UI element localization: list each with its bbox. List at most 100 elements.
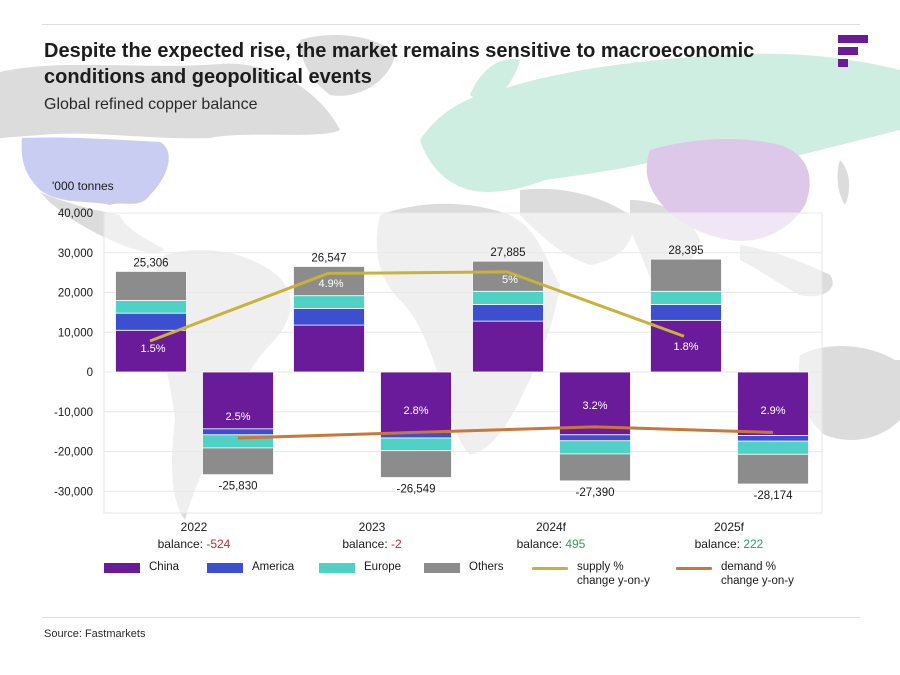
supply-bar-china	[472, 320, 544, 373]
demand-bar-china	[559, 371, 631, 436]
demand-bar-china	[380, 371, 452, 433]
supply-bar-america	[293, 307, 365, 326]
demand-bar-america	[559, 434, 631, 442]
balance-prefix: balance:	[342, 537, 391, 551]
supply-bar-america	[650, 304, 722, 321]
supply-change-label: 1.5%	[140, 343, 165, 355]
map-usa	[21, 137, 169, 205]
legend-item-china: China	[104, 560, 179, 574]
map-scandinavia	[470, 59, 520, 110]
y-tick-label: 40,000	[58, 208, 93, 220]
y-tick-label: 20,000	[58, 288, 93, 300]
demand-bar-europe	[559, 440, 631, 455]
legend-item-others: Others	[424, 560, 504, 574]
demand-total-label: -25,830	[218, 481, 257, 493]
demand-change-line	[237, 425, 774, 440]
x-category-label: 2023	[359, 520, 386, 534]
demand-total-label: -27,390	[575, 487, 614, 499]
supply-change-label: 1.8%	[673, 341, 698, 353]
supply-total-label: 25,306	[133, 257, 168, 269]
legend-swatch-europe	[319, 563, 355, 573]
legend-line-demand	[676, 567, 712, 570]
supply-bar-america	[115, 312, 187, 331]
supply-bar-europe	[472, 290, 544, 305]
chart-legend: China America Europe Others supply % cha…	[104, 560, 864, 600]
demand-bar-others	[559, 453, 631, 482]
supply-change-label: 4.9%	[318, 278, 343, 290]
legend-line-supply	[532, 567, 568, 570]
page-title: Despite the expected rise, the market re…	[44, 40, 755, 88]
balance-prefix: balance:	[517, 537, 566, 551]
legend-item-america: America	[207, 560, 294, 574]
balance-label: balance: -2	[342, 537, 402, 551]
y-tick-label: -10,000	[54, 407, 93, 419]
demand-bar-america	[737, 435, 809, 442]
supply-bar-others	[472, 260, 544, 292]
supply-bar-china	[293, 324, 365, 373]
demand-bar-others	[737, 453, 809, 485]
supply-change-line	[149, 270, 685, 343]
legend-label-demand: demand % change y-on-y	[721, 561, 794, 587]
demand-change-label: 3.2%	[582, 400, 607, 412]
demand-total-label: -28,174	[753, 490, 793, 502]
supply-total-label: 27,885	[490, 247, 525, 259]
supply-bar-europe	[293, 295, 365, 309]
demand-bar-america	[202, 428, 274, 436]
legend-label-others: Others	[469, 561, 504, 573]
legend-swatch-china	[104, 563, 140, 573]
supply-bar-europe	[115, 300, 187, 314]
supply-total-label: 28,395	[668, 245, 703, 257]
y-tick-label: -20,000	[54, 447, 93, 459]
bottom-divider	[42, 617, 860, 618]
demand-total-label: -26,549	[396, 484, 435, 496]
balance-value: -2	[391, 537, 402, 551]
map-greenland	[300, 35, 395, 96]
legend-label-europe: Europe	[364, 561, 402, 573]
source-note: Source: Fastmarkets	[44, 628, 146, 640]
demand-bar-europe	[380, 437, 452, 452]
demand-bar-others	[380, 450, 452, 478]
fastmarkets-logo-icon	[838, 35, 868, 67]
y-tick-label: -30,000	[54, 486, 93, 498]
demand-bar-europe	[737, 440, 809, 455]
page-subtitle: Global refined copper balance	[44, 96, 258, 113]
legend-item-supply: supply % change y-on-y	[532, 560, 650, 588]
x-category-label: 2022	[181, 520, 208, 534]
y-tick-label: 10,000	[58, 327, 93, 339]
legend-label-supply: supply % change y-on-y	[577, 561, 650, 587]
supply-bar-china	[115, 329, 187, 373]
balance-prefix: balance:	[158, 537, 207, 551]
balance-label: balance: 495	[517, 537, 586, 551]
legend-item-demand: demand % change y-on-y	[676, 560, 794, 588]
legend-swatch-america	[207, 563, 243, 573]
supply-bar-others	[650, 258, 722, 292]
y-tick-label: 30,000	[58, 248, 93, 260]
balance-value: 222	[743, 537, 763, 551]
map-canada	[0, 63, 340, 139]
x-category-label: 2024f	[536, 520, 567, 534]
y-tick-label: 0	[87, 367, 93, 379]
demand-bar-others	[202, 447, 274, 476]
balance-value: 495	[565, 537, 585, 551]
y-axis-label: '000 tonnes	[52, 179, 114, 193]
demand-change-label: 2.9%	[760, 405, 785, 417]
top-divider	[42, 24, 860, 25]
balance-prefix: balance:	[695, 537, 744, 551]
supply-bar-others	[115, 271, 187, 301]
x-category-label: 2025f	[714, 520, 745, 534]
supply-bar-america	[472, 304, 544, 322]
demand-change-label: 2.5%	[225, 411, 250, 423]
balance-label: balance: -524	[158, 537, 231, 551]
legend-label-america: America	[252, 561, 295, 573]
balance-value: -524	[206, 537, 230, 551]
legend-item-europe: Europe	[319, 560, 401, 574]
demand-bar-china	[737, 371, 809, 436]
map-japan	[837, 160, 850, 205]
legend-swatch-others	[424, 563, 460, 573]
legend-label-china: China	[149, 561, 180, 573]
supply-change-label: 5%	[502, 274, 518, 286]
map-australia	[798, 345, 900, 440]
balance-label: balance: 222	[695, 537, 764, 551]
demand-change-label: 2.8%	[403, 405, 428, 417]
